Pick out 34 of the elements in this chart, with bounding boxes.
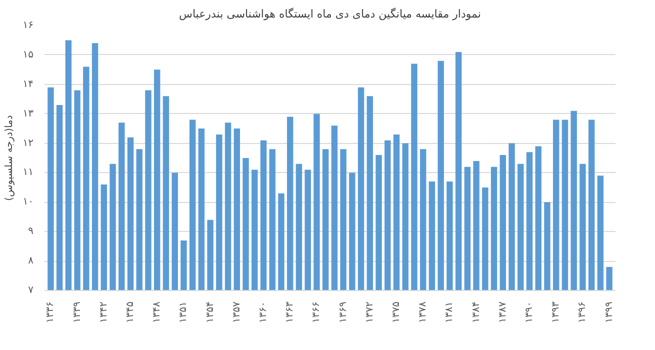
x-tick-label: ۱۳۹۳: [550, 300, 562, 323]
y-tick-label: ۱۲: [22, 138, 34, 149]
y-tick-label: ۱۵: [22, 49, 34, 60]
x-tick-label: ۱۳۸۷: [497, 300, 508, 323]
y-tick-label: ۱۱: [22, 167, 34, 178]
y-tick-label: ۱۳: [22, 108, 34, 120]
x-tick-label: ۱۳۷۸: [418, 300, 429, 323]
chart-title: نمودار مقایسه میانگین دمای دی ماه ایستگاه هواشناسی بندرعباس: [179, 8, 481, 20]
x-tick-label: ۱۳۹۹: [604, 302, 615, 323]
x-tick-label: ۱۳۸۱: [444, 302, 456, 323]
x-tick-label: ۱۳۴۸: [152, 300, 163, 323]
x-tick-label: ۱۳۶۰: [258, 302, 269, 323]
x-tick-label: ۱۳۴۵: [125, 302, 136, 323]
x-tick-label: ۱۳۷۵: [391, 302, 402, 323]
y-tick-label: ۱۰: [22, 196, 34, 208]
y-tick-label: ۱۴: [22, 78, 34, 90]
y-tick-label: ۱۶: [22, 20, 34, 31]
x-tick-label: ۱۳۸۴: [470, 302, 482, 323]
y-tick-label: ۷: [28, 285, 34, 296]
x-tick-label: ۱۳۶۹: [338, 302, 349, 323]
x-tick-label: ۱۳۶۶: [311, 302, 322, 323]
x-tick-label: ۱۳۴۲: [98, 302, 110, 323]
x-tick-label: ۱۳۹۶: [577, 302, 588, 323]
y-axis-title: دما(درجه سلسیوس): [4, 115, 15, 201]
x-tick-label: ۱۳۳۶: [45, 302, 56, 323]
x-tick-label: ۱۳۶۳: [284, 300, 296, 323]
x-tick-label: ۱۳۵۱: [178, 302, 190, 323]
x-tick-label: ۱۳۵۴: [204, 302, 216, 323]
x-tick-label: ۱۳۵۷: [231, 300, 242, 323]
y-tick-label: ۸: [28, 256, 34, 267]
x-tick-label: ۱۳۷۲: [364, 302, 376, 323]
y-tick-label: ۹: [28, 226, 34, 238]
x-tick-label: ۱۳۹۰: [524, 302, 535, 323]
x-tick-label: ۱۳۳۹: [72, 302, 83, 323]
